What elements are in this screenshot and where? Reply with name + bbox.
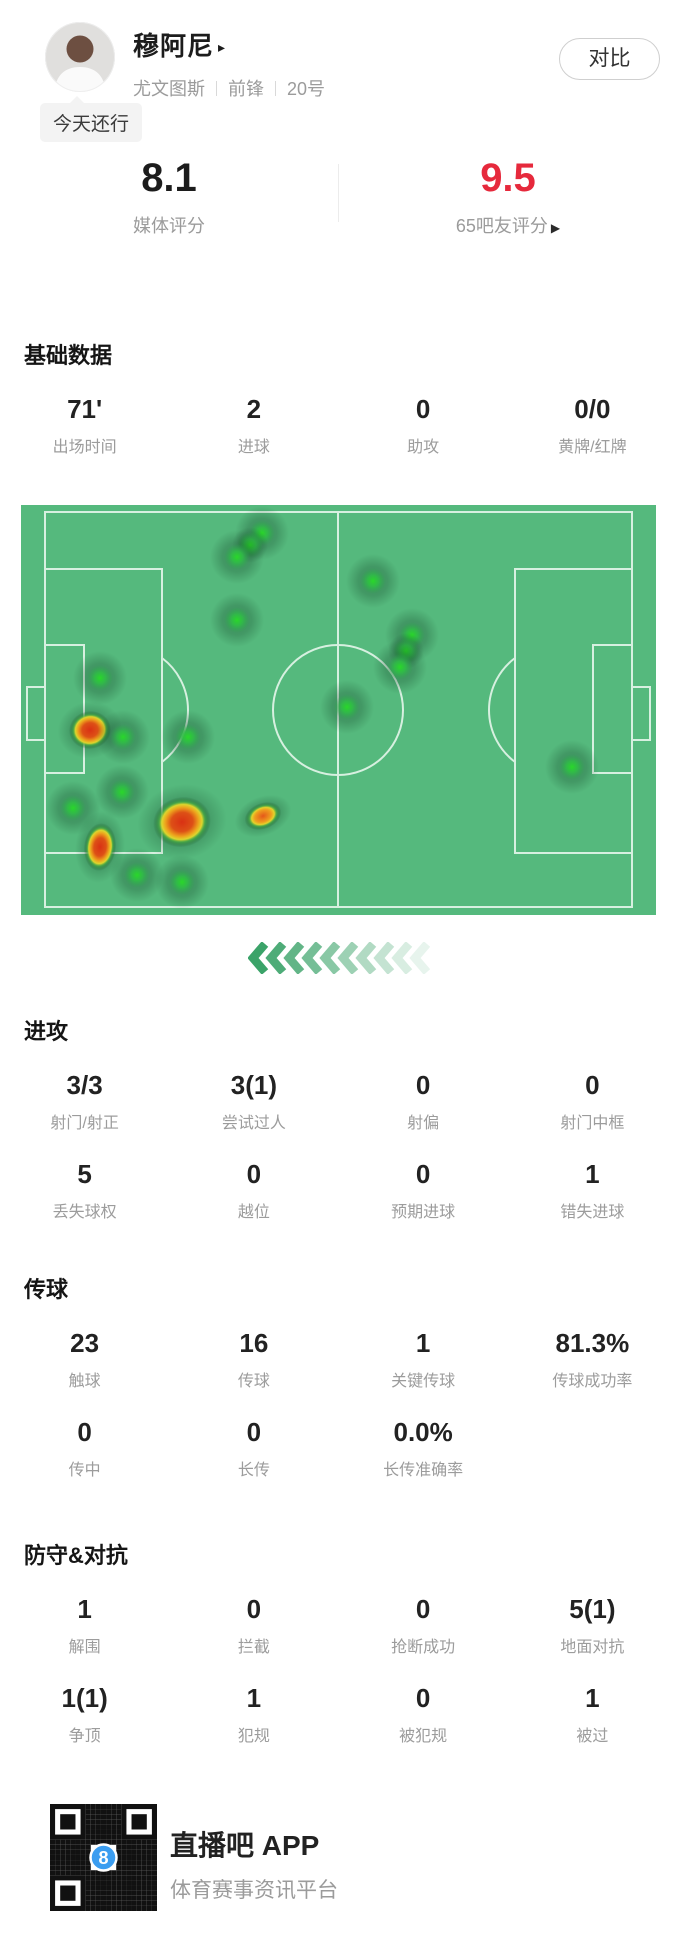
section-title-attack: 进攻 — [24, 1019, 69, 1044]
fan-rating-link[interactable]: 65吧友评分 ▶ — [339, 212, 677, 238]
heatmap-pitch — [21, 505, 656, 915]
defense-stats-grid: 1 解围 0 拦截 0 抢断成功 5(1) 地面对抗 1(1) 争顶 1 犯规 0 被犯规 1… — [0, 1594, 677, 1746]
section-title-defense: 防守&对抗 — [24, 1543, 128, 1568]
stat-shots: 3/3 射门/射正 — [50, 1070, 119, 1132]
stat-possession-lost: 5 丢失球权 — [52, 1159, 117, 1221]
player-avatar[interactable] — [45, 22, 115, 92]
stat-tackles-won: 0 抢断成功 — [391, 1594, 456, 1656]
stat-long-balls: 0 长传 — [237, 1417, 270, 1479]
media-rating-label: 媒体评分 — [133, 216, 205, 236]
fan-rating-value: 9.5 — [480, 156, 536, 200]
heat-blobs — [46, 506, 599, 909]
stat-goals: 2 进球 — [237, 394, 270, 456]
stat-shots-off: 0 射偏 — [407, 1070, 440, 1132]
stat-key-passes: 1 关键传球 — [391, 1328, 456, 1390]
media-rating: 8.1 媒体评分 — [0, 156, 338, 238]
stat-minutes: 71' 出场时间 — [52, 394, 117, 456]
passing-stats-grid: 23 触球 16 传球 1 关键传球 81.3% 传球成功率 0 传中 0 长传 0.0% 长… — [0, 1328, 677, 1480]
player-name-row[interactable]: 穆阿尼 ▸ — [133, 26, 325, 63]
basic-stats-grid: 71' 出场时间 2 进球 0 助攻 0/0 黄牌/红牌 — [0, 394, 677, 457]
stat-pass-accuracy: 81.3% 传球成功率 — [552, 1328, 633, 1390]
app-slogan: 体育赛事资讯平台 — [170, 1879, 338, 1902]
qr-code: 8 — [50, 1804, 157, 1911]
stat-fouls: 1 犯规 — [237, 1683, 270, 1745]
stat-clearances: 1 解围 — [68, 1594, 101, 1656]
stat-offsides: 0 越位 — [237, 1159, 270, 1221]
stat-woodwork: 0 射门中框 — [560, 1070, 625, 1132]
stat-aerial-duels: 1(1) 争顶 — [61, 1683, 108, 1745]
stat-assists: 0 助攻 — [407, 394, 440, 456]
stat-big-chance-missed: 1 错失进球 — [560, 1159, 625, 1221]
stat-long-ball-accuracy: 0.0% 长传准确率 — [383, 1417, 464, 1479]
stat-crosses: 0 传中 — [68, 1417, 101, 1479]
app-name: 直播吧 APP — [170, 1830, 320, 1861]
player-photo — [45, 22, 115, 92]
section-title-passing: 传球 — [24, 1277, 69, 1302]
name-arrow-icon: ▸ — [218, 39, 227, 55]
stat-xg: 0 预期进球 — [391, 1159, 456, 1221]
player-identity: 穆阿尼 ▸ 尤文图斯 前锋 20号 — [133, 26, 325, 101]
divider — [338, 164, 339, 222]
compare-button[interactable]: 对比 — [559, 38, 660, 80]
section-title-basic: 基础数据 — [24, 343, 113, 368]
stat-interceptions: 0 拦截 — [237, 1594, 270, 1656]
chevron-right-icon: ▶ — [550, 221, 561, 235]
stat-ground-duels: 5(1) 地面对抗 — [560, 1594, 625, 1656]
player-name: 穆阿尼 — [133, 31, 215, 61]
team-name: 尤文图斯 — [133, 79, 205, 99]
fan-rating: 9.5 65吧友评分 ▶ — [339, 156, 677, 238]
divider — [216, 80, 217, 96]
mood-badge: 今天还行 — [40, 96, 143, 142]
stat-fouled: 0 被犯规 — [399, 1683, 448, 1745]
stat-dribbles: 3(1) 尝试过人 — [221, 1070, 286, 1132]
player-position: 前锋 — [228, 79, 264, 99]
stat-passes: 16 传球 — [237, 1328, 270, 1390]
player-subinfo: 尤文图斯 前锋 20号 — [133, 75, 325, 101]
ratings-row: 8.1 媒体评分 9.5 65吧友评分 ▶ — [0, 156, 677, 238]
media-rating-value: 8.1 — [141, 156, 197, 200]
fan-rating-label: 65吧友评分 — [455, 216, 548, 236]
svg-text:8: 8 — [98, 1848, 108, 1868]
footer: 8 直播吧 APP 体育赛事资讯平台 — [0, 1800, 677, 1942]
stat-dribbled-past: 1 被过 — [576, 1683, 609, 1745]
stat-cards: 0/0 黄牌/红牌 — [558, 394, 627, 456]
stat-touches: 23 触球 — [68, 1328, 101, 1390]
attack-direction-left-icon — [248, 942, 430, 974]
divider — [275, 80, 276, 96]
shirt-number: 20号 — [287, 79, 326, 99]
stat-empty — [508, 1417, 677, 1480]
